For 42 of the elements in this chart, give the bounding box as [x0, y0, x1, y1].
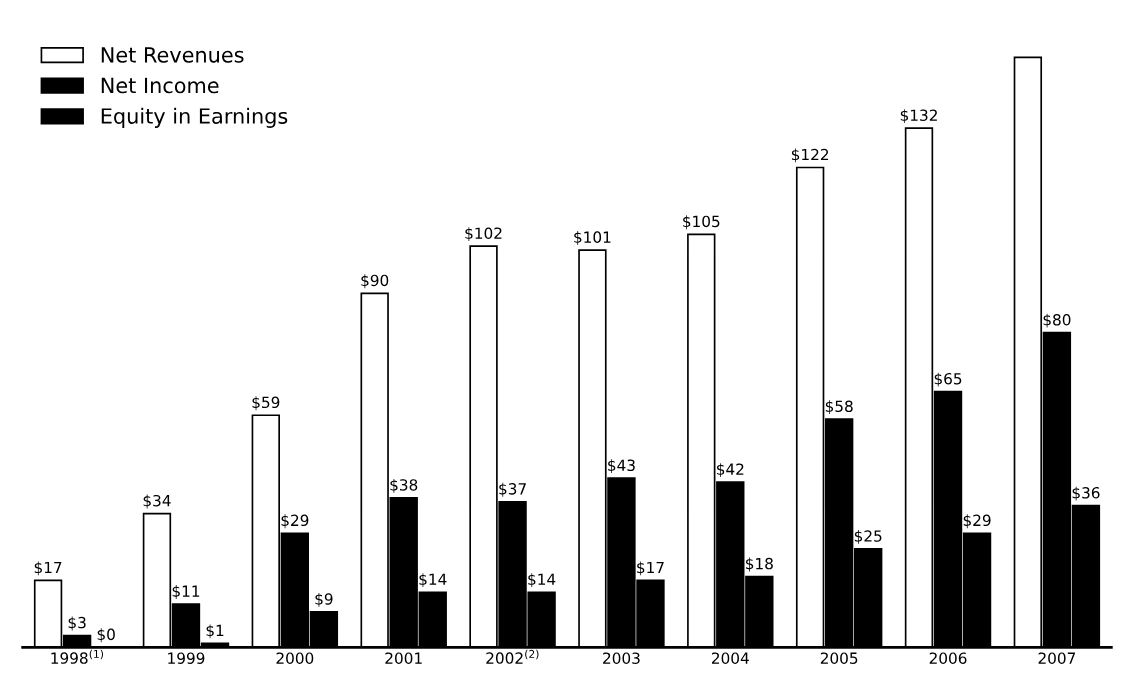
- data-label: $1: [206, 624, 224, 639]
- x-tick-label: 2006: [929, 652, 967, 664]
- data-label: $101: [574, 231, 611, 245]
- x-tick-label: 2000: [276, 652, 314, 664]
- x-tick-label: 2004: [711, 652, 749, 664]
- data-label: $14: [528, 573, 556, 588]
- data-label: $9: [315, 592, 333, 607]
- x-tick-label: 2005: [820, 652, 858, 664]
- data-label: $58: [825, 400, 853, 415]
- data-label: $11: [172, 585, 200, 599]
- x-tick-label: 2001: [385, 652, 422, 664]
- data-label: $25: [854, 530, 882, 544]
- x-tick-label: 2002$^{(2)}$: [486, 649, 539, 664]
- legend-label: Net Income: [101, 77, 219, 94]
- data-label: $43: [608, 459, 635, 474]
- data-label: $59: [252, 396, 280, 411]
- data-label: $17: [637, 561, 664, 576]
- data-label: $38: [390, 478, 418, 493]
- data-label: $36: [1072, 486, 1100, 501]
- data-label: $42: [716, 463, 744, 477]
- data-label: $132: [900, 109, 937, 124]
- data-label: $65: [934, 372, 962, 387]
- data-label: $102: [465, 227, 502, 242]
- data-label: $0: [97, 628, 115, 643]
- legend-label: Net Revenues: [101, 47, 244, 63]
- x-tick-label: 2007: [1038, 652, 1076, 664]
- x-tick-label: 2003: [603, 652, 640, 664]
- data-label: $17: [34, 561, 62, 576]
- data-label: $80: [1043, 313, 1071, 328]
- x-tick-label: 1999: [168, 652, 205, 664]
- data-label: $18: [746, 557, 773, 572]
- legend-label: Equity in Earnings: [101, 107, 288, 128]
- data-label: $34: [143, 494, 171, 509]
- data-label: $14: [419, 573, 447, 588]
- data-label: $3: [68, 616, 86, 631]
- data-label: $90: [361, 274, 389, 289]
- x-tick-label: 1998$^{(1)}$: [51, 649, 104, 664]
- data-label: $37: [499, 482, 526, 497]
- data-label: $29: [281, 514, 309, 529]
- data-label: $29: [963, 514, 991, 529]
- data-label: $122: [791, 148, 829, 163]
- data-label: $105: [683, 215, 720, 230]
